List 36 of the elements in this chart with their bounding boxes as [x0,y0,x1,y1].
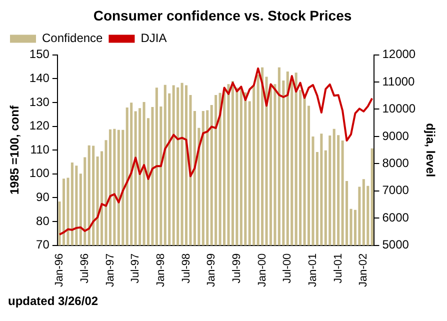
y-tick-label: 130 [29,94,50,109]
x-tick-label: Jan-99 [206,253,218,288]
x-tick-label: Jan-96 [54,253,66,288]
x-tick-label: Jan-01 [307,253,320,288]
y-tick-label: 70 [36,238,50,252]
chart-title: Consumer confidence vs. Stock Prices [93,7,352,24]
y-tick-label: 80 [36,214,50,228]
y2-tick-label: 6000 [382,210,410,224]
y2-tick-label: 11000 [382,74,416,88]
y-tick-label: 110 [30,142,50,156]
y-axis-title: 1985 =100, conf [8,104,22,195]
y2-tick-label: 10000 [382,102,416,116]
x-tick-label: Jan-98 [154,253,167,288]
x-tick-label: Jul-01 [332,253,344,284]
x-tick-label: Jul-99 [230,253,243,284]
y2-tick-label: 5000 [382,238,410,252]
x-tick-label: Jan-02 [358,253,370,288]
x-tick-label: Jan-97 [104,253,116,288]
y-tick-label: 90 [36,190,50,204]
y2-axis-title: djia, level [423,123,438,178]
x-tick-label: Jul-97 [130,253,142,284]
y-tick-label: 100 [29,166,50,180]
x-tick-label: Jul-96 [78,253,91,284]
x-tick-label: Jul-00 [282,253,294,284]
y-tick-label: 150 [29,47,50,62]
y2-tick-label: 8000 [382,156,410,170]
text: updated 3/26/02 [8,294,98,308]
legend-label: DJIA [140,31,167,46]
y2-tick-label: 9000 [382,128,410,143]
x-tick-label: Jul-98 [180,253,192,284]
y-tick-label: 140 [29,70,50,85]
y2-tick-label: 12000 [382,47,416,62]
x-tick-label: Jan-00 [256,253,268,288]
y2-tick-label: 7000 [382,183,410,198]
legend-label: Confidence [42,31,104,46]
y-tick-label: 120 [29,118,50,133]
